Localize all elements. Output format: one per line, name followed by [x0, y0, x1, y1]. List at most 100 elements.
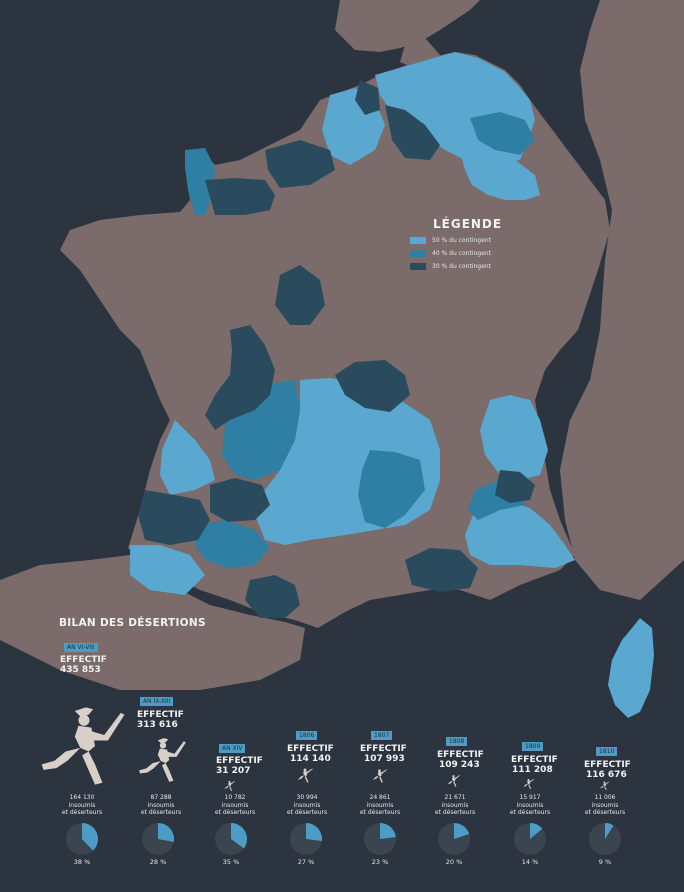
britain-landmass [335, 0, 480, 52]
share-percent: 27 % [297, 858, 315, 866]
deserters-stat: 30 994 insoumis et déserteurs [277, 794, 337, 817]
soldier-running-icon [139, 738, 186, 782]
deserters-count: 24 861 [369, 794, 391, 801]
soldier-running-icon [372, 769, 387, 783]
soldier-running-icon [600, 781, 610, 791]
bourbonnais-region-30 [335, 360, 410, 412]
alpes-region-50 [480, 395, 548, 480]
deserters-stat: 21 671 insoumis et déserteurs [425, 794, 485, 817]
iberia-landmass [0, 555, 305, 690]
share-pie [364, 823, 396, 855]
effectif-label: EFFECTIF [437, 750, 484, 760]
deserters-caption: insoumis [293, 801, 321, 809]
gascogne-region-30 [138, 490, 210, 545]
landes-region-50 [130, 545, 205, 595]
share-pie [589, 823, 621, 855]
summary-title: BILAN DES DÉSERTIONS [59, 617, 206, 629]
effectif-value: 116 676 [586, 770, 627, 780]
deserters-caption: insoumis [147, 801, 175, 809]
soldier-running-icon [224, 780, 236, 791]
deserters-caption: et déserteurs [214, 809, 256, 816]
share-pie [290, 823, 322, 855]
share-pie [66, 823, 98, 855]
legend-swatch [410, 249, 426, 257]
share-percent: 20 % [445, 858, 463, 866]
effectif-value: 435 853 [60, 665, 101, 675]
share-pie [142, 823, 174, 855]
effectif-value: 107 993 [364, 754, 405, 764]
effectif-value: 114 140 [290, 754, 331, 764]
deserters-count: 10 782 [224, 794, 246, 801]
deserters-caption: et déserteurs [140, 809, 182, 816]
legend-item-30pct: 30 % du contingent [410, 261, 491, 271]
legend-item-50pct: 50 % du contingent [410, 235, 491, 245]
deserters-count: 21 671 [444, 794, 466, 801]
cher-region-30 [275, 265, 325, 325]
share-pie-slice [605, 823, 614, 839]
east-europe-landmass [560, 0, 684, 600]
period-tag: AN VI-VIII [64, 643, 98, 652]
manche-region-40 [185, 148, 215, 215]
deserters-caption: et déserteurs [434, 809, 476, 816]
deserters-count: 87 288 [150, 794, 172, 801]
share-pie-slice [158, 823, 174, 842]
share-pie-slice [530, 823, 543, 839]
share-pie-slice [306, 823, 322, 842]
deserters-count: 164 130 [69, 794, 95, 801]
period-tag: 1808 [446, 737, 468, 746]
effectif-value: 31 207 [216, 766, 251, 776]
legend-label: 30 % du contingent [432, 262, 491, 270]
deserters-stat: 11 006 insoumis et déserteurs [575, 794, 635, 817]
share-pie-slice [82, 823, 98, 851]
share-percent: 28 % [149, 858, 167, 866]
share-pie [438, 823, 470, 855]
deserters-caption: et déserteurs [61, 809, 103, 816]
normandie-region-30 [205, 178, 275, 215]
effectif-label: EFFECTIF [287, 744, 334, 754]
dordogne-region-30 [210, 478, 270, 522]
share-percent: 38 % [73, 858, 91, 866]
pyrenees-region-40 [195, 520, 270, 568]
corsica-50pct [608, 618, 654, 718]
soldier-running-icon [297, 768, 313, 783]
legend-label: 40 % du contingent [432, 249, 491, 257]
gironde-region-50 [160, 420, 215, 495]
deserters-caption: insoumis [366, 801, 394, 809]
deserters-stat: 24 861 insoumis et déserteurs [350, 794, 410, 817]
soldier-running-icon [447, 775, 461, 787]
deserters-caption: insoumis [221, 801, 249, 809]
meuse-region-30 [355, 80, 380, 115]
soldier-running-icon [41, 707, 125, 785]
deserters-caption: insoumis [516, 801, 544, 809]
effectif-label: EFFECTIF [584, 760, 631, 770]
period-tag: 1807 [371, 731, 393, 740]
effectif-label: EFFECTIF [60, 655, 107, 665]
deserters-count: 11 006 [594, 794, 616, 801]
effectif-label: EFFECTIF [216, 756, 263, 766]
regions-30pct [138, 80, 535, 618]
effectif-value: 111 208 [512, 765, 553, 775]
period-tag: AN XIV [219, 744, 246, 753]
share-percent: 14 % [521, 858, 539, 866]
share-pie-slice [231, 823, 247, 849]
period-tag: AN IX-XIII [140, 697, 174, 706]
share-percent: 35 % [222, 858, 240, 866]
poitou-region-30 [205, 325, 275, 430]
effectif-label: EFFECTIF [511, 755, 558, 765]
deserters-caption: et déserteurs [584, 809, 626, 816]
deserters-caption: insoumis [68, 801, 96, 809]
soldier-running-icon [523, 778, 535, 789]
period-tag: 1806 [296, 731, 318, 740]
legend-swatch [410, 236, 426, 244]
lorraine-region-40 [470, 112, 535, 155]
gard-region-30 [405, 548, 478, 592]
deserters-count: 30 994 [296, 794, 318, 801]
deserters-count: 15 917 [519, 794, 541, 801]
deserters-stat: 87 288 insoumis et déserteurs [131, 794, 191, 817]
effectif-value: 109 243 [439, 760, 480, 770]
deserters-caption: et déserteurs [509, 809, 551, 816]
ardennes-region-50 [460, 150, 540, 200]
deserters-caption: insoumis [591, 801, 619, 809]
